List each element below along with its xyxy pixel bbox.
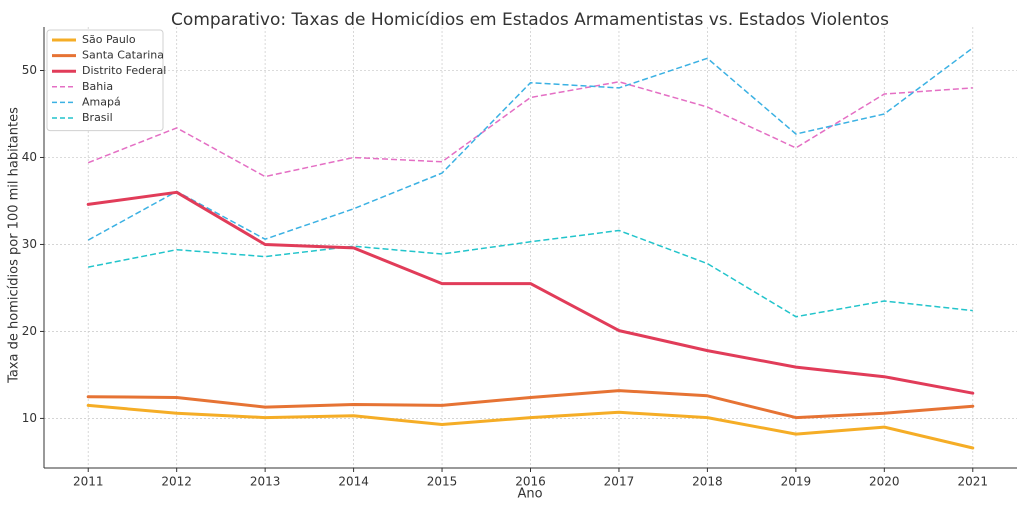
series-line-bahia xyxy=(87,81,973,178)
series-line-distrito-federal xyxy=(86,190,975,395)
chart-title: Comparativo: Taxas de Homicídios em Esta… xyxy=(171,10,889,30)
legend-label: Brasil xyxy=(82,111,113,124)
x-tick-label: 2013 xyxy=(250,475,281,489)
series-line-amapa xyxy=(87,47,974,241)
x-tick-label: 2019 xyxy=(781,475,812,489)
legend-label: Amapá xyxy=(82,95,121,108)
legend-label: São Paulo xyxy=(82,33,136,46)
x-tick-label: 2021 xyxy=(957,475,988,489)
y-axis-label: Taxa de homicídios por 100 mil habitante… xyxy=(7,107,22,384)
legend: São Paulo Santa Catarina Distrito Federal B… xyxy=(46,29,166,132)
y-tick-label: 30 xyxy=(22,237,37,251)
x-tick-label: 2017 xyxy=(604,475,635,489)
y-tick-label: 20 xyxy=(22,324,37,338)
x-tick-label: 2014 xyxy=(338,475,369,489)
series-line-sao-paulo xyxy=(86,403,975,450)
series-lines xyxy=(86,47,975,450)
x-tick-label: 2016 xyxy=(515,475,546,489)
x-tick-label: 2018 xyxy=(692,475,723,489)
x-axis-label: Ano xyxy=(517,487,542,502)
series-line-brasil xyxy=(88,229,973,318)
y-tick-label: 10 xyxy=(22,411,37,425)
legend-label: Bahia xyxy=(82,80,113,93)
y-tick-label: 50 xyxy=(22,63,37,77)
x-tick-label: 2015 xyxy=(427,475,458,489)
y-tick-label: 40 xyxy=(22,150,37,164)
legend-label: Distrito Federal xyxy=(82,64,166,77)
x-tick-label: 2020 xyxy=(869,475,900,489)
tick-labels: 2011 2012 2013 2014 2015 2016 2017 2018 2019 2020… xyxy=(22,63,988,489)
axes xyxy=(40,27,1017,472)
x-tick-label: 2012 xyxy=(161,475,192,489)
series-line-santa-catarina xyxy=(86,389,975,420)
legend-label: Santa Catarina xyxy=(82,49,164,62)
x-tick-label: 2011 xyxy=(73,475,104,489)
